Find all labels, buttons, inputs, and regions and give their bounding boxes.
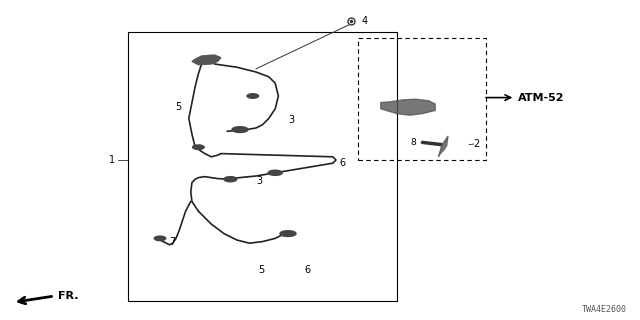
- Text: 5: 5: [258, 265, 264, 276]
- Polygon shape: [381, 99, 435, 115]
- Text: ATM-52: ATM-52: [518, 92, 565, 103]
- Text: 6: 6: [304, 265, 310, 276]
- Text: TWA4E2600: TWA4E2600: [582, 305, 627, 314]
- Text: 7: 7: [170, 236, 176, 247]
- Text: 3: 3: [288, 115, 294, 125]
- Polygon shape: [192, 55, 221, 65]
- Ellipse shape: [224, 177, 237, 182]
- Ellipse shape: [280, 231, 296, 236]
- Text: 5: 5: [175, 102, 181, 112]
- Text: FR.: FR.: [58, 291, 78, 301]
- Ellipse shape: [193, 145, 204, 149]
- Text: 8: 8: [410, 138, 415, 147]
- Polygon shape: [438, 136, 448, 157]
- Ellipse shape: [268, 170, 282, 175]
- Text: 2: 2: [474, 139, 480, 149]
- Ellipse shape: [154, 236, 166, 241]
- Ellipse shape: [247, 94, 259, 98]
- Ellipse shape: [232, 127, 248, 132]
- Bar: [128, 32, 397, 301]
- Text: 6: 6: [339, 158, 346, 168]
- Text: 3: 3: [256, 176, 262, 186]
- Text: 4: 4: [362, 16, 368, 26]
- Text: 1: 1: [109, 155, 115, 165]
- Bar: [358, 38, 486, 160]
